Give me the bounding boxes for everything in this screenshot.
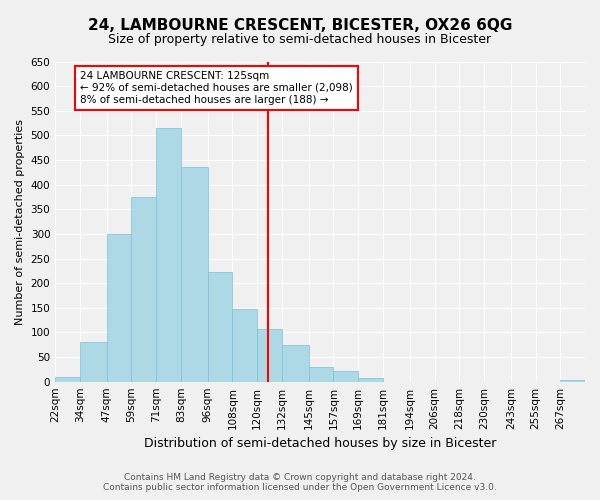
- Bar: [282, 344, 309, 382]
- Bar: [334, 371, 358, 382]
- Text: Contains HM Land Registry data © Crown copyright and database right 2024.
Contai: Contains HM Land Registry data © Crown c…: [103, 473, 497, 492]
- Bar: [358, 378, 383, 382]
- Bar: [232, 309, 257, 382]
- Text: 24, LAMBOURNE CRESCENT, BICESTER, OX26 6QG: 24, LAMBOURNE CRESCENT, BICESTER, OX26 6…: [88, 18, 512, 32]
- X-axis label: Distribution of semi-detached houses by size in Bicester: Distribution of semi-detached houses by …: [144, 437, 496, 450]
- Bar: [309, 367, 334, 382]
- Y-axis label: Number of semi-detached properties: Number of semi-detached properties: [15, 118, 25, 324]
- Bar: [257, 329, 282, 382]
- Bar: [80, 342, 107, 382]
- Bar: [107, 234, 131, 382]
- Bar: [208, 272, 232, 382]
- Bar: [181, 168, 208, 382]
- Bar: [560, 380, 585, 382]
- Bar: [55, 377, 80, 382]
- Bar: [131, 197, 156, 382]
- Text: Size of property relative to semi-detached houses in Bicester: Size of property relative to semi-detach…: [109, 32, 491, 46]
- Bar: [156, 128, 181, 382]
- Text: 24 LAMBOURNE CRESCENT: 125sqm
← 92% of semi-detached houses are smaller (2,098)
: 24 LAMBOURNE CRESCENT: 125sqm ← 92% of s…: [80, 72, 353, 104]
